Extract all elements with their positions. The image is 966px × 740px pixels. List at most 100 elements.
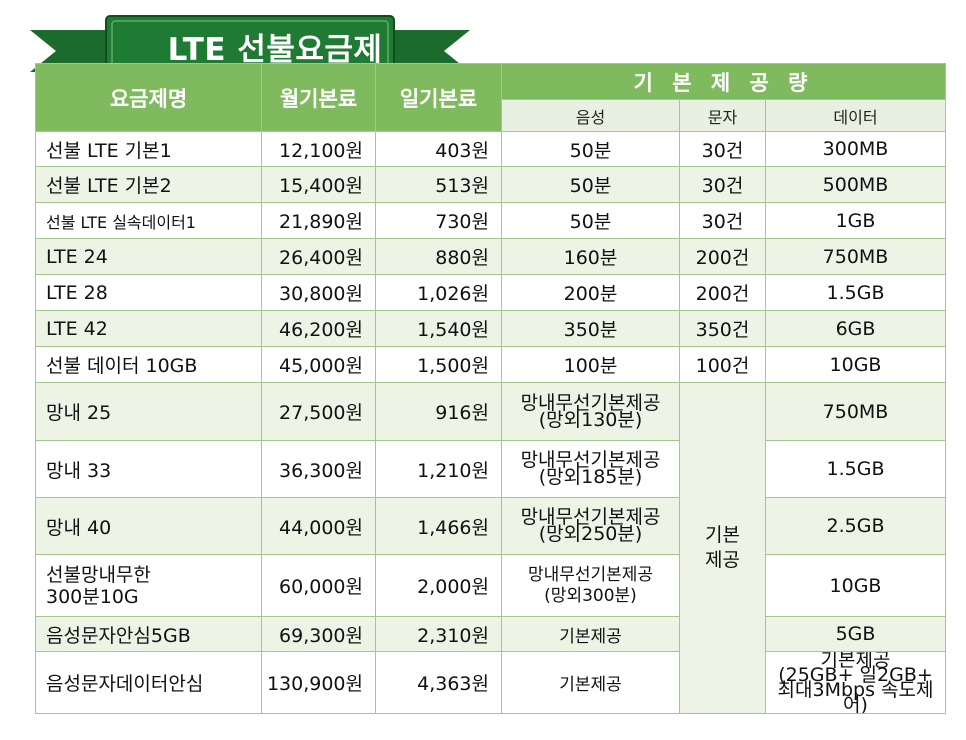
data: 1GB bbox=[765, 202, 946, 239]
table-row: 선불 LTE 기본1 12,100원 403원 50분 30건 300MB bbox=[35, 131, 946, 167]
voice: 망내무선기본제공 (망외250분) bbox=[501, 497, 680, 555]
banner-title: LTE 선불요금제 bbox=[167, 32, 383, 68]
monthly-fee: 15,400원 bbox=[261, 166, 376, 203]
table-row: 망내 33 36,300원 1,210원 망내무선기본제공 (망외185분) 1… bbox=[35, 440, 946, 498]
daily-fee: 1,500원 bbox=[375, 346, 502, 383]
header-sms: 문자 bbox=[679, 99, 766, 132]
plan-name: LTE 24 bbox=[35, 238, 262, 275]
monthly-fee: 130,900원 bbox=[261, 651, 376, 714]
data: 750MB bbox=[765, 382, 946, 441]
monthly-fee: 44,000원 bbox=[261, 497, 376, 555]
data: 6GB bbox=[765, 310, 946, 347]
voice: 100분 bbox=[501, 346, 680, 383]
table-row: 음성문자안심5GB 69,300원 2,310원 기본제공 5GB bbox=[35, 616, 946, 652]
daily-fee: 2,310원 bbox=[375, 616, 502, 652]
data: 10GB bbox=[765, 554, 946, 617]
table-row: 선불 LTE 기본2 15,400원 513원 50분 30건 500MB bbox=[35, 166, 946, 203]
data: 1.5GB bbox=[765, 274, 946, 311]
plan-name: 망내 25 bbox=[35, 382, 262, 441]
header-data: 데이터 bbox=[765, 99, 946, 132]
daily-fee: 1,466원 bbox=[375, 497, 502, 555]
sms: 100건 bbox=[679, 346, 766, 383]
plan-name: 선불 LTE 실속데이터1 bbox=[35, 202, 262, 239]
data: 500MB bbox=[765, 166, 946, 203]
table-row: 선불 LTE 실속데이터1 21,890원 730원 50분 30건 1GB bbox=[35, 202, 946, 239]
voice-line-1: 망내무선기본제공 bbox=[520, 391, 661, 414]
plan-name: 음성문자안심5GB bbox=[35, 616, 262, 652]
daily-fee: 2,000원 bbox=[375, 554, 502, 617]
monthly-fee: 26,400원 bbox=[261, 238, 376, 275]
plan-name: 선불 LTE 기본1 bbox=[35, 131, 262, 167]
voice: 망내무선기본제공 (망외185분) bbox=[501, 440, 680, 498]
table-row: LTE 42 46,200원 1,540원 350분 350건 6GB bbox=[35, 310, 946, 347]
data: 750MB bbox=[765, 238, 946, 275]
voice: 망내무선기본제공 (망외300분) bbox=[501, 554, 680, 617]
monthly-fee: 12,100원 bbox=[261, 131, 376, 167]
voice: 망내무선기본제공 (망외130분) bbox=[501, 382, 680, 441]
header-voice: 음성 bbox=[501, 99, 680, 132]
header-monthly-fee: 월기본료 bbox=[261, 63, 376, 132]
voice: 50분 bbox=[501, 131, 680, 167]
header-row: 요금제명 월기본료 일기본료 기 본 제 공 량 bbox=[35, 63, 946, 132]
plan-name-line-2: 300분10G bbox=[46, 585, 139, 608]
data-line-3: 최대3Mbps 속도제어) bbox=[777, 678, 934, 714]
data: 1.5GB bbox=[765, 440, 946, 498]
monthly-fee: 27,500원 bbox=[261, 382, 376, 441]
data: 5GB bbox=[765, 616, 946, 652]
voice: 200분 bbox=[501, 274, 680, 311]
data: 10GB bbox=[765, 346, 946, 383]
plan-name: 선불 데이터 10GB bbox=[35, 346, 262, 383]
plan-name: 음성문자데이터안심 bbox=[35, 651, 262, 714]
voice: 기본제공 bbox=[501, 651, 680, 714]
table-row: 망내 25 27,500원 916원 망내무선기본제공 (망외130분) 기본 … bbox=[35, 382, 946, 714]
monthly-fee: 21,890원 bbox=[261, 202, 376, 239]
sms: 200건 bbox=[679, 274, 766, 311]
plan-name-line-1: 선불망내무한 bbox=[46, 563, 151, 586]
sms-merged-line-1: 기본 bbox=[705, 524, 740, 546]
sms: 30건 bbox=[679, 202, 766, 239]
plan-name: LTE 42 bbox=[35, 310, 262, 347]
monthly-fee: 69,300원 bbox=[261, 616, 376, 652]
monthly-fee: 46,200원 bbox=[261, 310, 376, 347]
voice-line-1: 망내무선기본제공 bbox=[520, 449, 661, 471]
plan-table: 요금제명 월기본료 일기본료 기 본 제 공 량 음성 문자 데이터 선불 LT… bbox=[35, 63, 946, 714]
plan-name: 선불 LTE 기본2 bbox=[35, 166, 262, 203]
plan-name: 망내 33 bbox=[35, 440, 262, 498]
data: 기본제공 (25GB+ 일2GB+ 최대3Mbps 속도제어) bbox=[765, 651, 946, 714]
daily-fee: 4,363원 bbox=[375, 651, 502, 714]
data-line-2: (25GB+ 일2GB+ bbox=[778, 663, 933, 686]
daily-fee: 403원 bbox=[375, 131, 502, 167]
table-row: LTE 24 26,400원 880원 160분 200건 750MB bbox=[35, 238, 946, 275]
plan-name: 망내 40 bbox=[35, 497, 262, 555]
data: 2.5GB bbox=[765, 497, 946, 555]
table-row: 망내 40 44,000원 1,466원 망내무선기본제공 (망외250분) 2… bbox=[35, 497, 946, 555]
sms-merged: 기본 제공 bbox=[679, 382, 766, 714]
subheader-row: 음성 문자 데이터 bbox=[36, 99, 946, 132]
voice-line-1: 망내무선기본제공 bbox=[527, 564, 654, 585]
plan-name: LTE 28 bbox=[35, 274, 262, 311]
daily-fee: 1,210원 bbox=[375, 440, 502, 498]
sms: 30건 bbox=[679, 131, 766, 167]
voice-line-2: (망외185분) bbox=[538, 466, 643, 488]
daily-fee: 730원 bbox=[375, 202, 502, 239]
sms: 200건 bbox=[679, 238, 766, 275]
monthly-fee: 30,800원 bbox=[261, 274, 376, 311]
daily-fee: 880원 bbox=[375, 238, 502, 275]
sms: 350건 bbox=[679, 310, 766, 347]
table-row: 선불망내무한 300분10G 60,000원 2,000원 망내무선기본제공 (… bbox=[35, 554, 946, 617]
data-line-1: 기본제공 bbox=[820, 651, 891, 671]
daily-fee: 513원 bbox=[375, 166, 502, 203]
sms: 30건 bbox=[679, 166, 766, 203]
voice-line-2: (망외250분) bbox=[538, 523, 643, 545]
daily-fee: 1,540원 bbox=[375, 310, 502, 347]
monthly-fee: 60,000원 bbox=[261, 554, 376, 617]
table-row: 선불 데이터 10GB 45,000원 1,500원 100분 100건 10G… bbox=[35, 346, 946, 383]
daily-fee: 1,026원 bbox=[375, 274, 502, 311]
header-base-provision: 기 본 제 공 량 bbox=[501, 63, 946, 100]
monthly-fee: 36,300원 bbox=[261, 440, 376, 498]
daily-fee: 916원 bbox=[375, 382, 502, 441]
voice-line-1: 망내무선기본제공 bbox=[520, 506, 661, 528]
sms-merged-line-2: 제공 bbox=[705, 549, 740, 571]
voice: 50분 bbox=[501, 202, 680, 239]
voice: 50분 bbox=[501, 166, 680, 203]
